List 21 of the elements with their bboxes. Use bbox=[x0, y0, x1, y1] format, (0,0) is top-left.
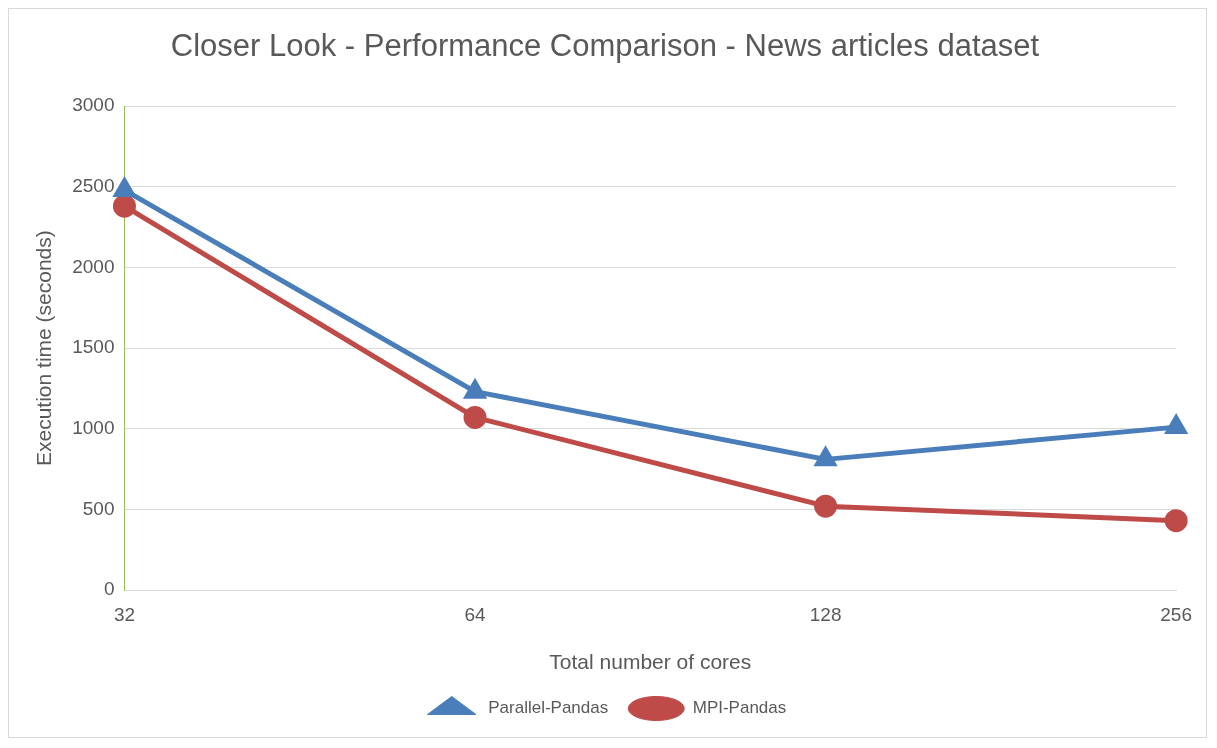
point bbox=[814, 494, 838, 518]
legend-label: Parallel-Pandas bbox=[488, 698, 609, 718]
point bbox=[1164, 509, 1188, 533]
y-tick-label: 0 bbox=[103, 578, 115, 600]
point bbox=[464, 380, 486, 399]
x-tick-label: 32 bbox=[113, 603, 136, 625]
x-axis-title: Total number of cores bbox=[549, 650, 752, 674]
y-tick-label: 2500 bbox=[72, 175, 115, 197]
point bbox=[463, 405, 487, 429]
x-tick-label: 256 bbox=[1160, 603, 1192, 625]
x-tick-label: 64 bbox=[464, 603, 487, 625]
y-tick-label: 3000 bbox=[72, 94, 115, 116]
x-tick-label: 128 bbox=[809, 603, 842, 625]
chart-title: Closer Look - Performance Comparison - News articles dataset bbox=[170, 28, 1040, 64]
legend-label: MPI-Pandas bbox=[692, 698, 787, 718]
y-tick-label: 500 bbox=[82, 497, 115, 519]
y-tick-label: 1500 bbox=[72, 336, 115, 358]
point bbox=[112, 176, 135, 198]
y-tick-label: 1000 bbox=[72, 416, 115, 438]
y-tick-label: 2000 bbox=[72, 255, 115, 277]
y-axis-title: Execution time (seconds) bbox=[32, 230, 56, 466]
